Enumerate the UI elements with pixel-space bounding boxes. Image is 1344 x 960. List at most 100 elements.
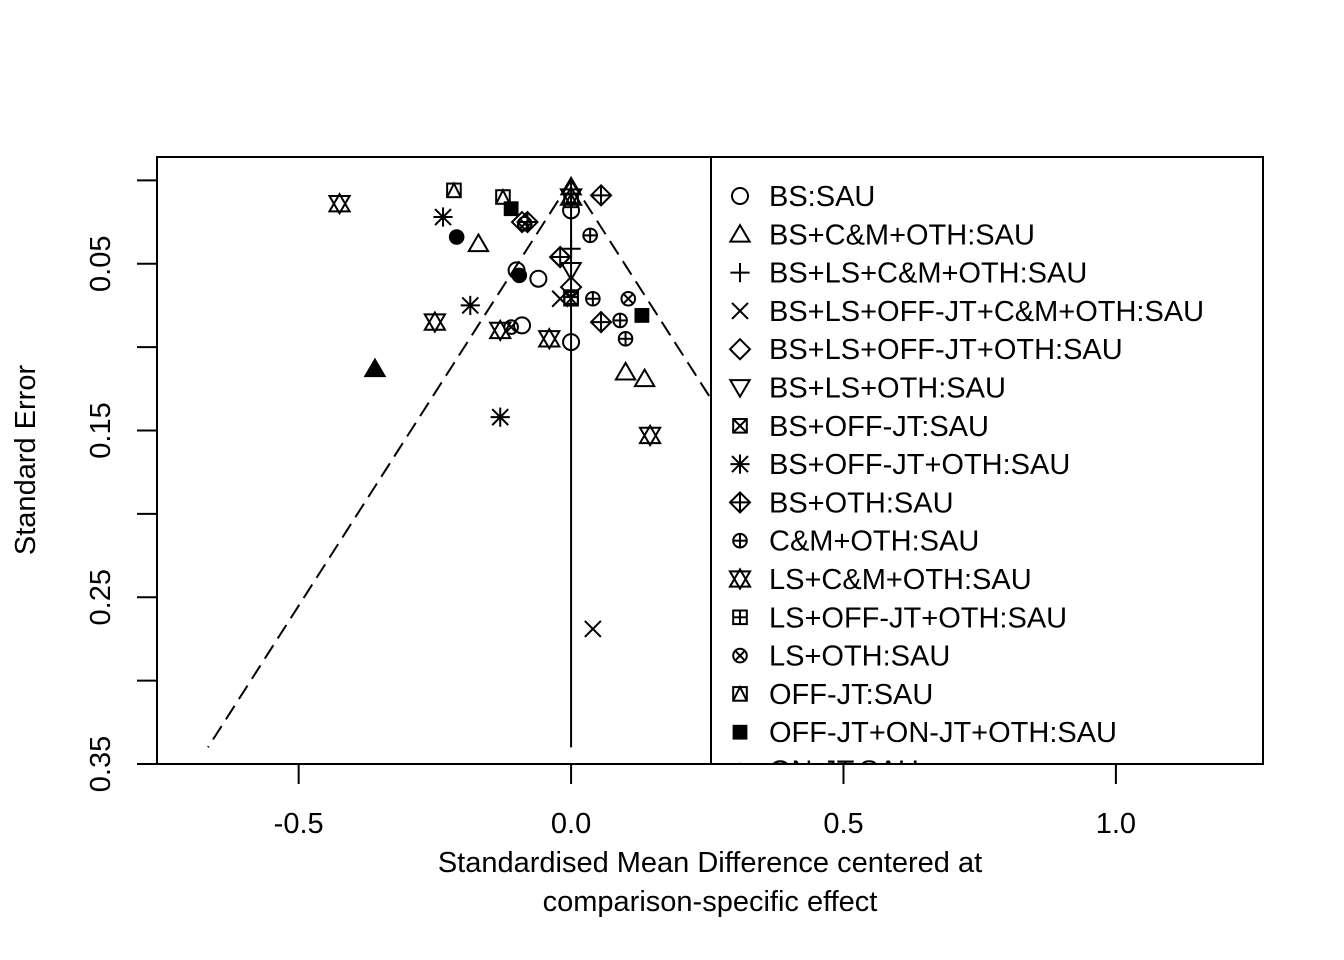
x-tick-label: 1.0: [1096, 808, 1136, 840]
legend-item: BS+C&M+OTH:SAU: [728, 219, 1035, 251]
legend-symbol-circle-plus: [732, 532, 748, 549]
y-tick-label: 0.35: [85, 736, 117, 792]
legend-item: BS+LS+OFF-JT+OTH:SAU: [728, 334, 1123, 366]
point-circle-3: [529, 269, 548, 288]
point-circle-plus-3: [612, 312, 628, 329]
legend-item: LS+OTH:SAU: [732, 641, 950, 673]
legend-label: BS+OFF-JT+OTH:SAU: [769, 449, 1070, 481]
funnel-left-line: [207, 179, 572, 748]
point-star-of-david-4: [537, 327, 562, 351]
point-filled-square-2: [634, 308, 650, 323]
point-filled-triangle-1: [363, 357, 387, 378]
legend-item: BS+LS+OTH:SAU: [728, 373, 1006, 405]
point-triangle-3: [614, 360, 637, 381]
point-star-of-david-1: [327, 192, 352, 216]
point-asterisk-3: [490, 407, 510, 427]
legend-symbol-circle-x: [732, 647, 748, 664]
legend-label: ON-JT:SAU: [769, 756, 919, 788]
legend-label: BS:SAU: [769, 181, 875, 213]
point-circle-1: [562, 201, 581, 220]
point-star-of-david-5: [638, 423, 662, 448]
legend-label: LS+OTH:SAU: [769, 641, 950, 673]
legend-item: BS+OFF-JT+OTH:SAU: [730, 449, 1070, 481]
data-points: [327, 175, 662, 638]
legend-symbol-square-triangle: [732, 684, 748, 702]
legend-symbol-cross: [731, 302, 749, 320]
point-circle-x-1: [620, 290, 637, 307]
point-star-of-david-2: [423, 310, 447, 334]
legend: BS:SAU BS+C&M+OTH:SAU BS+LS+C&M+OTH:SAU BS+…: [710, 156, 1264, 788]
legend-item: BS+OTH:SAU: [728, 487, 954, 519]
y-axis-label: Standard Error: [10, 365, 42, 556]
legend-label: BS+LS+C&M+OTH:SAU: [769, 258, 1087, 290]
point-asterisk-2: [460, 295, 480, 316]
legend-symbol-asterisk: [730, 454, 750, 474]
legend-box: [710, 156, 1264, 765]
legend-label: LS+C&M+OTH:SAU: [769, 564, 1032, 596]
point-triangle-down-1: [559, 262, 583, 282]
legend-symbol-plus: [730, 263, 750, 283]
y-tick-label: 0.25: [85, 569, 117, 625]
legend-item: C&M+OTH:SAU: [732, 526, 979, 558]
x-axis-label-line2: comparison-specific effect: [543, 886, 878, 918]
x-axis-label-line1: Standardised Mean Difference centered at: [438, 847, 982, 879]
legend-symbol-square-plus: [732, 609, 748, 626]
point-square-triangle-2: [495, 187, 511, 205]
legend-symbol-triangle: [728, 223, 752, 243]
legend-item: OFF-JT+ON-JT+OTH:SAU: [732, 717, 1117, 749]
point-square-triangle-3: [563, 191, 579, 209]
point-triangle-1: [467, 232, 490, 253]
legend-label: OFF-JT:SAU: [769, 679, 933, 711]
legend-label: BS+OFF-JT:SAU: [769, 411, 989, 443]
legend-symbol-filled-circle: [735, 762, 745, 764]
legend-symbol-diamond: [728, 337, 752, 361]
legend-symbol-diamond-plus: [728, 490, 752, 514]
point-filled-square-1: [503, 201, 519, 217]
legend-symbol-star-of-david: [728, 567, 752, 591]
x-tick-label: 0.0: [551, 808, 591, 840]
point-filled-circle-1: [448, 229, 465, 245]
y-tick-label: 0.15: [85, 402, 117, 458]
legend-item: BS:SAU: [731, 181, 875, 213]
point-diamond-plus-2: [589, 183, 613, 207]
point-square-triangle-1: [446, 181, 462, 199]
legend-label: BS+LS+OFF-JT+OTH:SAU: [769, 334, 1123, 366]
legend-label: OFF-JT+ON-JT+OTH:SAU: [769, 717, 1117, 749]
legend-label: BS+LS+OTH:SAU: [769, 373, 1006, 405]
point-circle-plus-4: [617, 330, 634, 347]
y-axis: 0.05 0.15 0.25 0.35: [85, 179, 158, 792]
legend-item: LS+C&M+OTH:SAU: [728, 564, 1032, 596]
legend-symbol-square-x: [732, 418, 748, 434]
legend-label: BS+OTH:SAU: [769, 487, 954, 519]
point-circle-plus-1: [582, 227, 598, 244]
legend-item: BS+LS+OFF-JT+C&M+OTH:SAU: [731, 296, 1204, 328]
legend-label: BS+LS+OFF-JT+C&M+OTH:SAU: [769, 296, 1204, 328]
x-axis: -0.5 0.0 0.5 1.0: [274, 763, 1136, 840]
y-tick-label: 0.05: [85, 235, 117, 291]
point-asterisk-1: [433, 207, 453, 227]
x-tick-label: 0.5: [823, 808, 863, 840]
point-circle-x-2: [503, 319, 519, 335]
legend-label: C&M+OTH:SAU: [769, 526, 979, 558]
point-circle-4: [562, 333, 581, 352]
legend-item: BS+LS+C&M+OTH:SAU: [730, 258, 1087, 290]
point-triangle-4: [633, 367, 657, 388]
point-square-plus-1: [563, 289, 579, 305]
point-circle-x-3: [516, 215, 533, 232]
point-circle-plus-2: [585, 290, 601, 307]
legend-item: BS+OFF-JT:SAU: [732, 411, 989, 443]
point-diamond-plus-4: [589, 310, 613, 334]
x-tick-label: -0.5: [274, 808, 324, 840]
legend-item: LS+OFF-JT+OTH:SAU: [732, 602, 1067, 634]
legend-label: LS+OFF-JT+OTH:SAU: [769, 602, 1067, 634]
point-diamond-plus-3: [548, 245, 572, 269]
legend-label: BS+C&M+OTH:SAU: [769, 219, 1035, 251]
point-filled-circle-2: [511, 267, 528, 284]
legend-symbol-triangle-down: [728, 379, 752, 399]
legend-symbol-circle: [731, 187, 749, 205]
point-plus-1: [561, 239, 581, 259]
point-cross-2: [584, 620, 602, 638]
point-star-of-david-6: [559, 185, 583, 209]
legend-symbol-filled-square: [732, 724, 748, 740]
